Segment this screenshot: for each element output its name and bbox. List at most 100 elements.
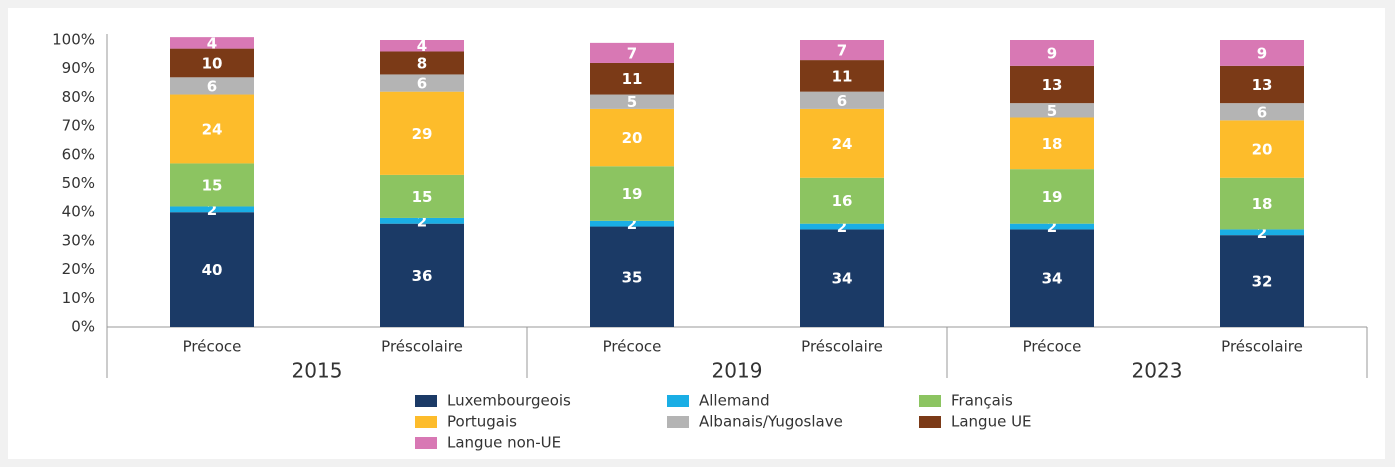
bar-segment	[1220, 177, 1304, 230]
data-label: 18	[1252, 195, 1273, 213]
data-label: 34	[832, 270, 853, 288]
bar-segment	[1010, 229, 1094, 327]
y-tick-label: 30%	[62, 231, 95, 249]
data-label: 19	[1042, 188, 1063, 206]
x-tick-label: Préscolaire	[1221, 338, 1303, 356]
data-label: 4	[417, 37, 427, 55]
bar-segment	[590, 220, 674, 227]
data-label: 10	[202, 54, 223, 72]
data-label: 2	[1047, 218, 1057, 236]
data-label: 20	[1252, 141, 1273, 159]
bar-segment	[800, 223, 884, 230]
legend-label: Allemand	[699, 392, 770, 410]
data-label: 7	[837, 42, 847, 60]
bar-segment	[1010, 103, 1094, 118]
data-label: 6	[837, 92, 847, 110]
data-label: 40	[202, 261, 223, 279]
legend-label: Langue non-UE	[447, 434, 561, 452]
bar-segment	[170, 212, 254, 327]
data-label: 34	[1042, 270, 1063, 288]
bar-segment	[170, 206, 254, 213]
bar-segment	[1220, 103, 1304, 121]
data-label: 11	[622, 70, 643, 88]
bar-segment	[1010, 40, 1094, 66]
group-label: 2023	[1132, 359, 1183, 383]
y-tick-label: 90%	[62, 59, 95, 77]
y-tick-label: 0%	[71, 318, 95, 336]
bar-segment	[1010, 117, 1094, 170]
data-label: 6	[417, 75, 427, 93]
data-label: 13	[1252, 76, 1273, 94]
data-label: 8	[417, 54, 427, 72]
legend-swatch	[415, 395, 437, 407]
bar-segment	[380, 223, 464, 327]
x-tick-label: Précoce	[1023, 338, 1082, 356]
group-label: 2019	[712, 359, 763, 383]
bar-segment	[170, 37, 254, 49]
data-label: 13	[1042, 76, 1063, 94]
y-tick-label: 70%	[62, 117, 95, 135]
bar-segment	[1220, 229, 1304, 236]
y-tick-label: 80%	[62, 88, 95, 106]
legend-label: Portugais	[447, 413, 517, 431]
data-label: 2	[207, 201, 217, 219]
data-label: 5	[1047, 102, 1057, 120]
bar-segment	[590, 62, 674, 95]
bar-segment	[380, 40, 464, 52]
x-tick-label: Précoce	[603, 338, 662, 356]
bar-segment	[380, 217, 464, 224]
legend-swatch	[667, 395, 689, 407]
x-tick-label: Préscolaire	[381, 338, 463, 356]
bar-segment	[800, 177, 884, 224]
group-label: 2015	[292, 359, 343, 383]
data-label: 2	[627, 215, 637, 233]
x-tick-label: Préscolaire	[801, 338, 883, 356]
x-tick-label: Précoce	[183, 338, 242, 356]
data-label: 16	[832, 192, 853, 210]
bar-segment	[590, 108, 674, 167]
bar-segment	[800, 60, 884, 92]
data-label: 15	[202, 176, 223, 194]
legend-swatch	[667, 416, 689, 428]
bar-segment	[1010, 223, 1094, 230]
data-label: 35	[622, 268, 643, 286]
data-label: 36	[412, 267, 433, 285]
bar-segment	[800, 108, 884, 178]
bar-segment	[1220, 235, 1304, 327]
bar-segment	[170, 77, 254, 95]
data-label: 9	[1047, 44, 1057, 62]
bar-segment	[170, 48, 254, 78]
y-tick-label: 100%	[52, 31, 95, 49]
data-label: 24	[832, 135, 853, 153]
legend-swatch	[919, 395, 941, 407]
bar-segment	[590, 226, 674, 327]
data-label: 29	[412, 125, 433, 143]
data-label: 19	[622, 185, 643, 203]
data-label: 2	[417, 212, 427, 230]
legend-swatch	[415, 416, 437, 428]
data-label: 6	[1257, 103, 1267, 121]
bar-segment	[380, 91, 464, 175]
bar-segment	[380, 174, 464, 218]
legend-label: Albanais/Yugoslave	[699, 413, 843, 431]
data-label: 7	[627, 44, 637, 62]
bar-segment	[1010, 169, 1094, 224]
data-label: 5	[627, 93, 637, 111]
legend-label: Français	[951, 392, 1013, 410]
bar-segment	[1220, 65, 1304, 104]
data-label: 15	[412, 188, 433, 206]
bar-segment	[380, 51, 464, 75]
bar-segment	[590, 94, 674, 109]
bar-segment	[590, 166, 674, 221]
bar-segment	[1220, 120, 1304, 178]
bar-segment	[380, 74, 464, 92]
data-label: 24	[202, 120, 223, 138]
data-label: 2	[837, 218, 847, 236]
legend-swatch	[919, 416, 941, 428]
data-label: 20	[622, 129, 643, 147]
bar-segment	[1010, 65, 1094, 104]
bar-segment	[800, 91, 884, 109]
legend-label: Luxembourgeois	[447, 392, 571, 410]
legend-label: Langue UE	[951, 413, 1032, 431]
data-label: 32	[1252, 273, 1273, 291]
